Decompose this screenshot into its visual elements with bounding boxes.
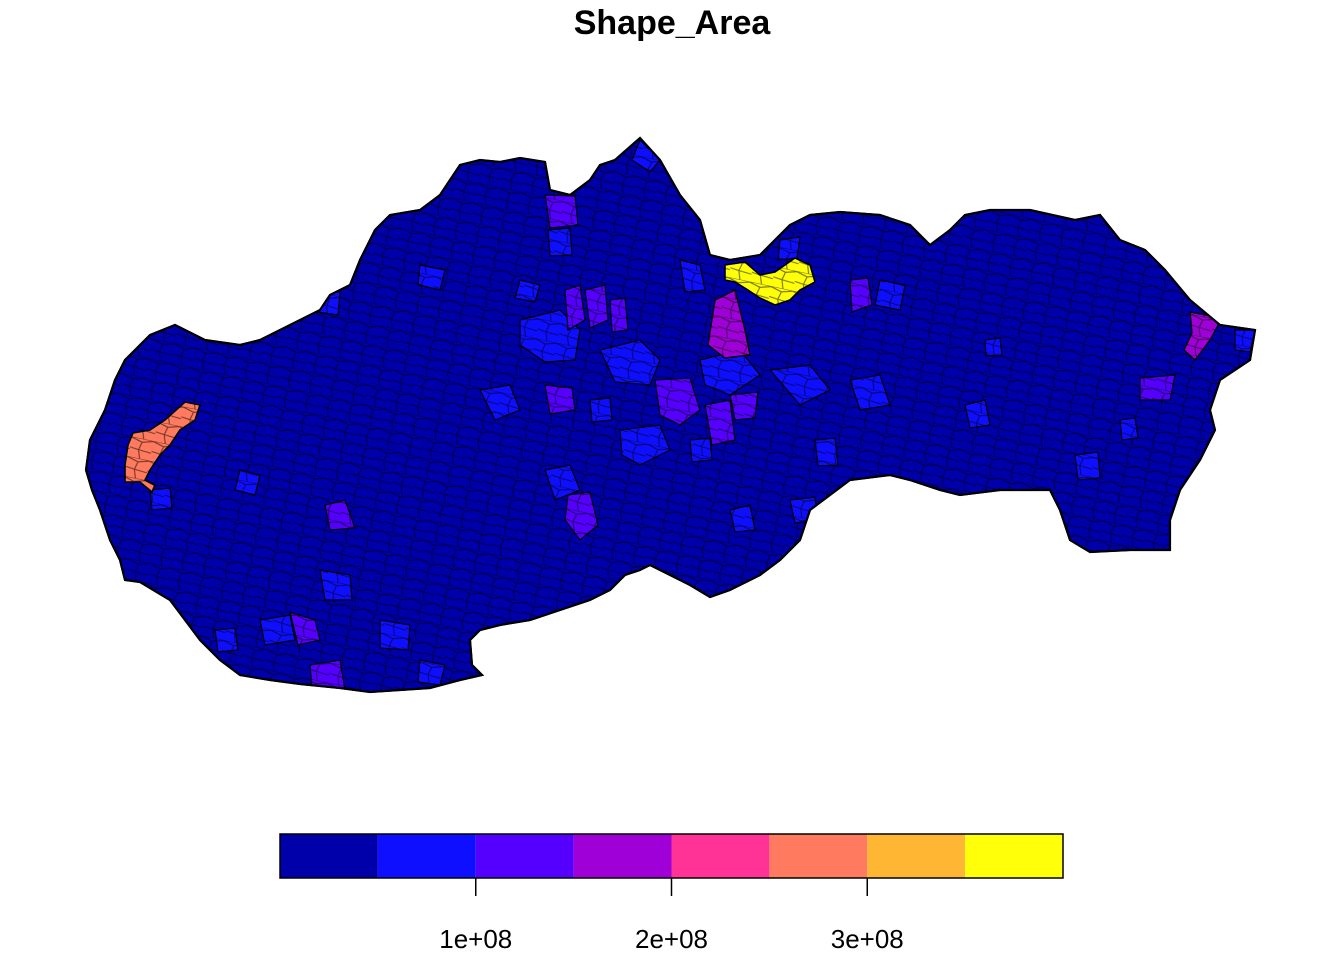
legend-tick-label: 3e+08 — [831, 924, 904, 954]
legend-swatch — [671, 834, 770, 878]
legend-swatch — [573, 834, 672, 878]
legend-swatch — [769, 834, 868, 878]
legend-tick-label: 1e+08 — [439, 924, 512, 954]
color-legend: 1e+08 2e+08 3e+08 — [279, 833, 1064, 954]
legend-swatch — [965, 834, 1063, 878]
legend-tick-label: 2e+08 — [635, 924, 708, 954]
country-border — [84, 136, 1257, 694]
legend-swatch — [867, 834, 966, 878]
legend-swatch — [280, 834, 378, 878]
legend-swatch — [377, 834, 476, 878]
legend-swatch — [475, 834, 574, 878]
map-title: Shape_Area — [573, 4, 771, 42]
